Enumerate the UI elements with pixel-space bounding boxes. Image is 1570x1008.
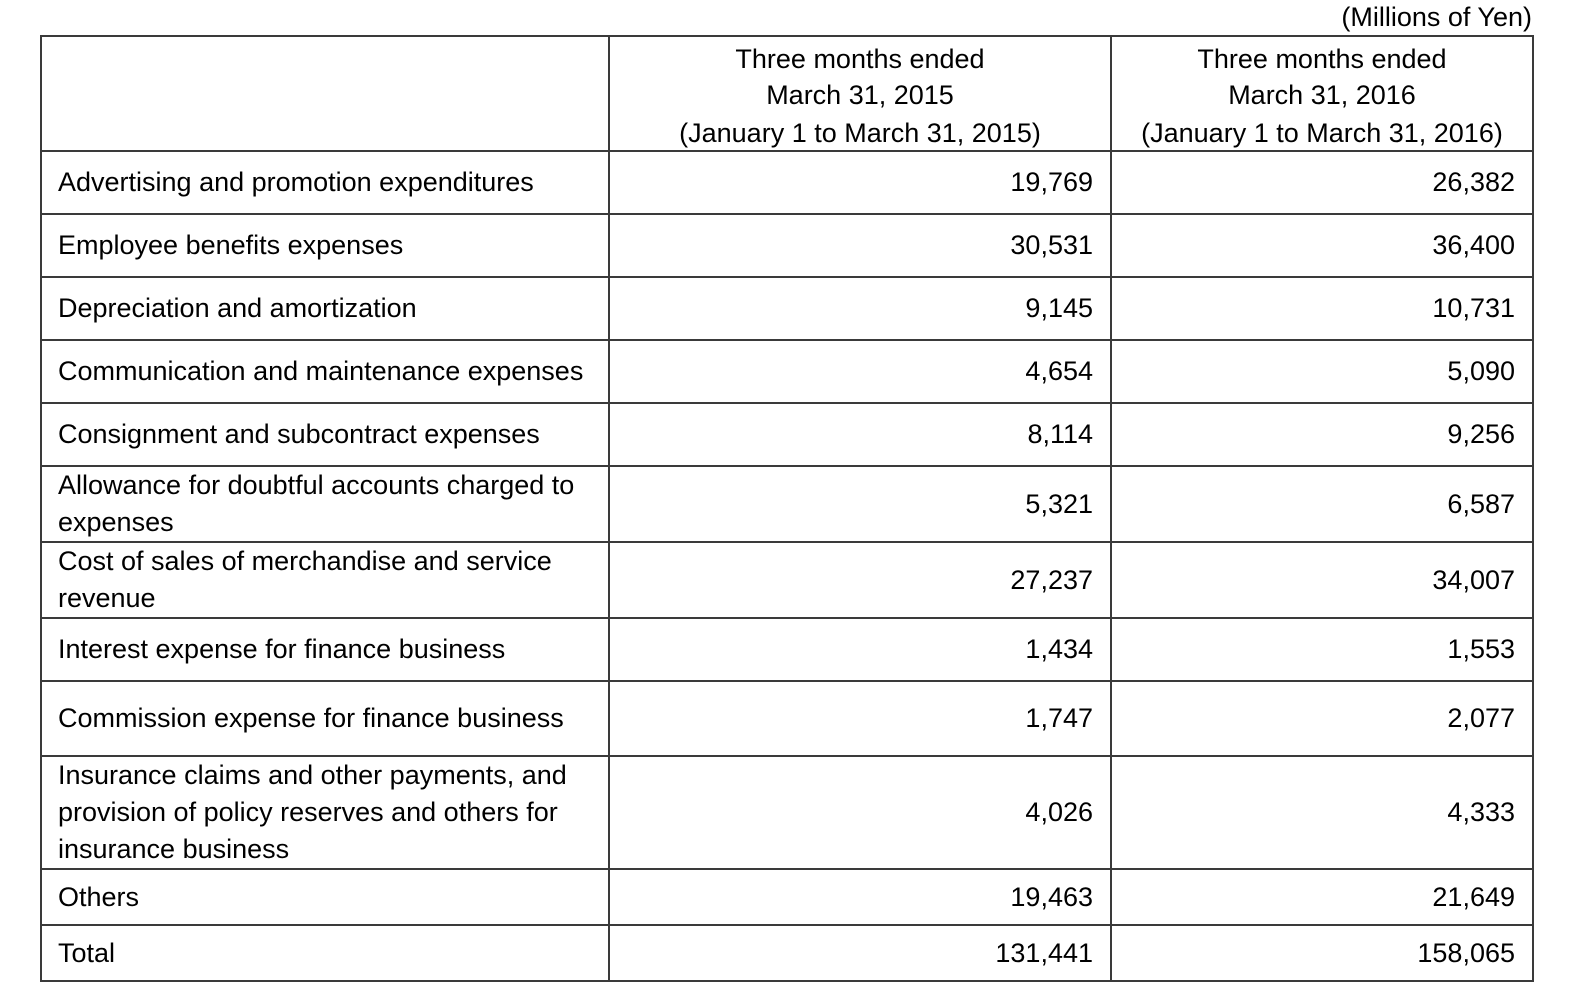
row-advertising: Advertising and promotion expenditures 1… bbox=[40, 150, 1534, 215]
header-period-2015-subtitle: (January 1 to March 31, 2015) bbox=[679, 118, 1041, 148]
row-insurance-claims: Insurance claims and other payments, and… bbox=[40, 755, 1534, 870]
header-blank-cell bbox=[40, 35, 610, 152]
row-label: Commission expense for finance business bbox=[40, 680, 610, 757]
value-2016: 26,382 bbox=[1110, 150, 1534, 215]
value-2016: 21,649 bbox=[1110, 868, 1534, 926]
row-label: Allowance for doubtful accounts charged … bbox=[40, 465, 610, 543]
header-line2: March 31, 2016 bbox=[1228, 80, 1416, 110]
value-2016: 158,065 bbox=[1110, 924, 1534, 982]
value-2015: 19,463 bbox=[608, 868, 1112, 926]
table-header-row: Three months ended March 31, 2015 (Janua… bbox=[40, 35, 1534, 152]
value-2015: 131,441 bbox=[608, 924, 1112, 982]
row-employee-benefits: Employee benefits expenses 30,531 36,400 bbox=[40, 213, 1534, 278]
header-line1: Three months ended bbox=[735, 44, 985, 74]
expenses-table: Three months ended March 31, 2015 (Janua… bbox=[40, 35, 1534, 982]
row-depreciation: Depreciation and amortization 9,145 10,7… bbox=[40, 276, 1534, 341]
value-2016: 1,553 bbox=[1110, 617, 1534, 682]
row-label: Advertising and promotion expenditures bbox=[40, 150, 610, 215]
header-line2: March 31, 2015 bbox=[766, 80, 954, 110]
value-2016: 5,090 bbox=[1110, 339, 1534, 404]
header-period-2015-title: Three months ended March 31, 2015 bbox=[614, 38, 1106, 113]
value-2015: 9,145 bbox=[608, 276, 1112, 341]
value-2016: 6,587 bbox=[1110, 465, 1534, 543]
row-label: Consignment and subcontract expenses bbox=[40, 402, 610, 467]
value-2015: 30,531 bbox=[608, 213, 1112, 278]
header-period-2016-subtitle: (January 1 to March 31, 2016) bbox=[1141, 118, 1503, 148]
row-interest-expense: Interest expense for finance business 1,… bbox=[40, 617, 1534, 682]
value-2016: 9,256 bbox=[1110, 402, 1534, 467]
row-total: Total 131,441 158,065 bbox=[40, 924, 1534, 982]
value-2016: 34,007 bbox=[1110, 541, 1534, 619]
row-others: Others 19,463 21,649 bbox=[40, 868, 1534, 926]
row-label: Interest expense for finance business bbox=[40, 617, 610, 682]
value-2015: 1,434 bbox=[608, 617, 1112, 682]
header-line1: Three months ended bbox=[1197, 44, 1447, 74]
value-2016: 2,077 bbox=[1110, 680, 1534, 757]
row-cost-of-sales: Cost of sales of merchandise and service… bbox=[40, 541, 1534, 619]
row-label: Depreciation and amortization bbox=[40, 276, 610, 341]
row-label: Insurance claims and other payments, and… bbox=[40, 755, 610, 870]
header-period-2016-title: Three months ended March 31, 2016 bbox=[1116, 38, 1528, 113]
row-label: Others bbox=[40, 868, 610, 926]
row-label: Total bbox=[40, 924, 610, 982]
value-2015: 8,114 bbox=[608, 402, 1112, 467]
value-2015: 5,321 bbox=[608, 465, 1112, 543]
row-allowance-doubtful-accounts: Allowance for doubtful accounts charged … bbox=[40, 465, 1534, 543]
row-communication: Communication and maintenance expenses 4… bbox=[40, 339, 1534, 404]
unit-note: (Millions of Yen) bbox=[1341, 2, 1532, 32]
value-2016: 10,731 bbox=[1110, 276, 1534, 341]
value-2016: 4,333 bbox=[1110, 755, 1534, 870]
row-label: Communication and maintenance expenses bbox=[40, 339, 610, 404]
value-2015: 27,237 bbox=[608, 541, 1112, 619]
row-label: Employee benefits expenses bbox=[40, 213, 610, 278]
header-period-2015: Three months ended March 31, 2015 (Janua… bbox=[608, 35, 1112, 152]
row-consignment: Consignment and subcontract expenses 8,1… bbox=[40, 402, 1534, 467]
value-2015: 19,769 bbox=[608, 150, 1112, 215]
header-period-2016: Three months ended March 31, 2016 (Janua… bbox=[1110, 35, 1534, 152]
expense-breakdown-document: (Millions of Yen) Three months ended Mar… bbox=[40, 2, 1534, 982]
value-2016: 36,400 bbox=[1110, 213, 1534, 278]
value-2015: 1,747 bbox=[608, 680, 1112, 757]
row-commission-expense: Commission expense for finance business … bbox=[40, 680, 1534, 757]
row-label: Cost of sales of merchandise and service… bbox=[40, 541, 610, 619]
value-2015: 4,654 bbox=[608, 339, 1112, 404]
value-2015: 4,026 bbox=[608, 755, 1112, 870]
